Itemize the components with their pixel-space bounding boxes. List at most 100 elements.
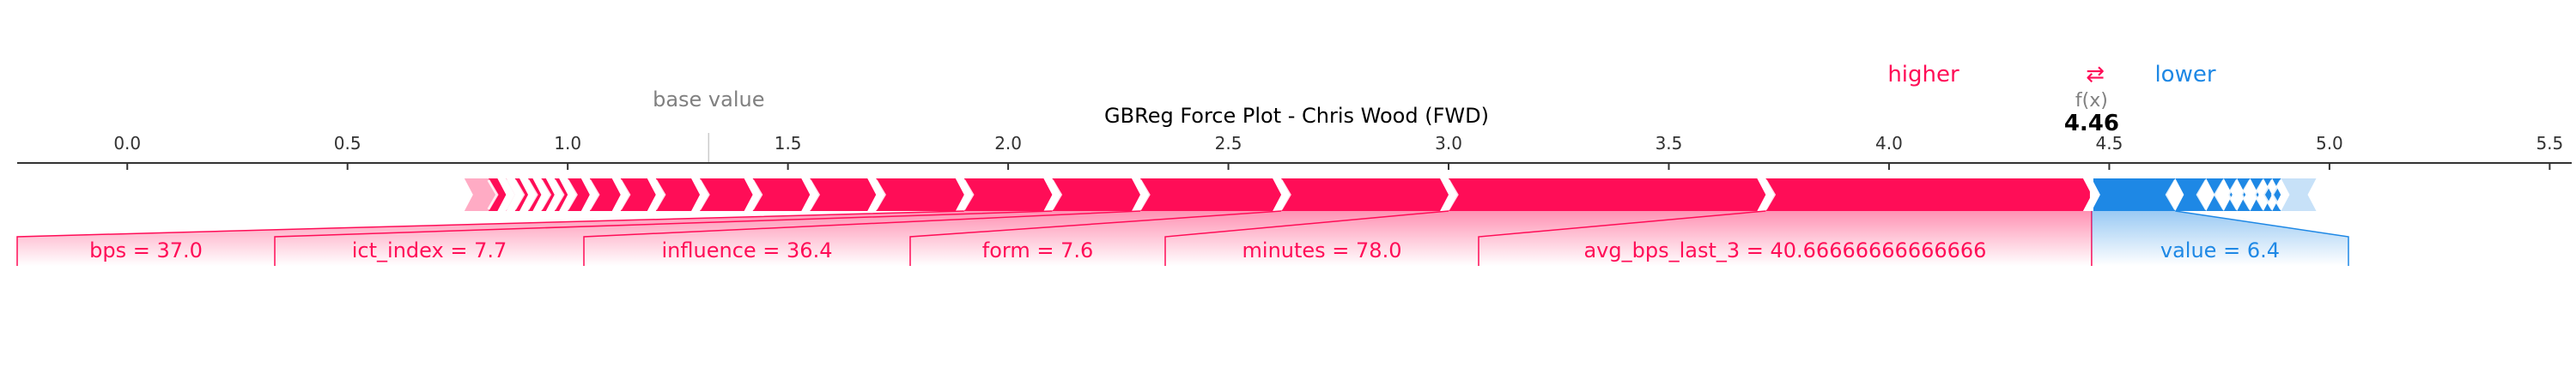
x-tick-label: 3.5 bbox=[1656, 133, 1683, 154]
negative-small-feature-bar bbox=[2272, 178, 2281, 211]
negative-feature-label: value = 6.4 bbox=[2160, 238, 2280, 262]
positive-separator bbox=[553, 179, 565, 210]
positive-separator bbox=[487, 179, 499, 210]
x-tick-label: 3.0 bbox=[1435, 133, 1462, 154]
positive-separator bbox=[654, 179, 666, 210]
positive-label-gradient bbox=[1479, 211, 2092, 266]
positive-connector-line bbox=[1478, 210, 1766, 266]
positive-feature-bar bbox=[1449, 178, 1766, 211]
positive-separator bbox=[1765, 179, 1777, 210]
feature-connectors bbox=[16, 210, 2349, 266]
positive-separator bbox=[540, 179, 552, 210]
force-bars bbox=[464, 178, 2317, 211]
positive-separator bbox=[698, 179, 710, 210]
positive-label-gradient bbox=[1165, 211, 1766, 266]
positive-separator bbox=[1279, 179, 1291, 210]
positive-separator bbox=[808, 179, 821, 210]
positive-feature-label: minutes = 78.0 bbox=[1242, 238, 1402, 262]
negative-separator bbox=[2214, 179, 2226, 210]
negative-small-feature-bar bbox=[2175, 178, 2207, 211]
negative-connector-line bbox=[2175, 210, 2349, 266]
legend-lower-label: lower bbox=[2154, 62, 2215, 87]
positive-feature-label: influence = 36.4 bbox=[662, 238, 833, 262]
legend-higher-label: higher bbox=[1887, 62, 1959, 87]
positive-small-feature-bar bbox=[514, 178, 528, 211]
positive-small-feature-bar bbox=[752, 178, 811, 211]
x-tick-label: 0.5 bbox=[334, 133, 361, 154]
positive-connector-line bbox=[16, 210, 964, 266]
positive-tail-fade bbox=[464, 178, 497, 211]
positive-feature-label: bps = 37.0 bbox=[89, 238, 203, 262]
feature-labels: bps = 37.0 ict_index = 7.7 influence = 36.… bbox=[89, 238, 2280, 262]
positive-separator bbox=[619, 179, 631, 210]
x-tick-label: 1.0 bbox=[554, 133, 581, 154]
positive-separator bbox=[505, 179, 517, 210]
positive-feature-bar bbox=[1139, 178, 1282, 211]
positive-separator bbox=[1139, 179, 1151, 210]
x-tick-label: 5.0 bbox=[2316, 133, 2343, 154]
negative-label-gradient bbox=[2091, 211, 2348, 266]
positive-separator bbox=[751, 179, 763, 210]
positive-label-gradient bbox=[584, 211, 1282, 266]
negative-separator bbox=[2270, 179, 2282, 210]
x-tick-label: 2.0 bbox=[994, 133, 1022, 154]
positive-feature-label: avg_bps_last_3 = 40.66666666666666 bbox=[1583, 238, 1986, 262]
legend-arrows-icon: ⇄ bbox=[2086, 62, 2105, 87]
positive-feature-label: ict_index = 7.7 bbox=[352, 238, 507, 262]
positive-small-feature-bar bbox=[528, 178, 542, 211]
positive-small-feature-bar bbox=[810, 178, 877, 211]
positive-small-feature-bar bbox=[876, 178, 964, 211]
positive-separator bbox=[566, 179, 578, 210]
negative-small-feature-bar bbox=[2250, 178, 2263, 211]
positive-separator bbox=[874, 179, 886, 210]
positive-connector-line bbox=[583, 210, 1141, 266]
positive-small-feature-bar bbox=[700, 178, 753, 211]
negative-small-feature-bar bbox=[2237, 178, 2251, 211]
x-tick-label: 5.5 bbox=[2536, 133, 2563, 154]
negative-small-feature-bar bbox=[2223, 178, 2238, 211]
positive-label-gradient bbox=[17, 211, 1053, 266]
positive-label-gradient bbox=[910, 211, 1449, 266]
positive-separator bbox=[526, 179, 538, 210]
positive-separator bbox=[588, 179, 600, 210]
positive-separator bbox=[513, 179, 526, 210]
negative-small-feature-bar bbox=[2263, 178, 2273, 211]
positive-feature-bar bbox=[1765, 178, 2092, 211]
positive-small-feature-bar bbox=[554, 178, 568, 211]
negative-separator bbox=[2165, 179, 2177, 210]
positive-feature-label: form = 7.6 bbox=[982, 238, 1094, 262]
x-axis-ticks: 0.0 0.5 1.0 1.5 2.0 2.5 3.0 3.5 4.0 4.5 5.0 5.5 bbox=[113, 133, 2563, 170]
positive-separator bbox=[1051, 179, 1063, 210]
positive-feature-bar bbox=[1281, 178, 1449, 211]
positive-small-feature-bar bbox=[589, 178, 621, 211]
x-tick-label: 1.5 bbox=[775, 133, 802, 154]
negative-separator bbox=[2262, 179, 2274, 210]
negative-separator bbox=[2239, 179, 2251, 210]
positive-separator bbox=[963, 179, 975, 210]
negative-tail-fade bbox=[2281, 178, 2317, 211]
x-tick-label: 2.5 bbox=[1215, 133, 1242, 154]
x-tick-label: 4.0 bbox=[1875, 133, 1903, 154]
negative-separator bbox=[2253, 179, 2265, 210]
positive-small-feature-bar bbox=[620, 178, 656, 211]
chart-title: GBReg Force Plot - Chris Wood (FWD) bbox=[1104, 104, 1489, 128]
positive-connector-line bbox=[909, 210, 1282, 266]
negative-feature-bar bbox=[2091, 178, 2176, 211]
positive-connector-line bbox=[1164, 210, 1449, 266]
positive-separator bbox=[1447, 179, 1459, 210]
fx-label: f(x) bbox=[2075, 90, 2108, 112]
negative-separator bbox=[2196, 179, 2208, 210]
base-value-label: base value bbox=[653, 87, 764, 112]
x-tick-label: 4.5 bbox=[2096, 133, 2123, 154]
positive-small-feature-bar bbox=[655, 178, 701, 211]
positive-small-feature-bar bbox=[568, 178, 590, 211]
positive-connector-line bbox=[274, 210, 1053, 266]
positive-small-feature-bar bbox=[541, 178, 555, 211]
positive-feature-bar bbox=[1052, 178, 1140, 211]
x-tick-label: 0.0 bbox=[113, 133, 141, 154]
output-value-label: 4.46 bbox=[2064, 111, 2119, 136]
positive-feature-bar bbox=[963, 178, 1053, 211]
negative-separator bbox=[2227, 179, 2239, 210]
positive-label-gradient bbox=[275, 211, 1140, 266]
